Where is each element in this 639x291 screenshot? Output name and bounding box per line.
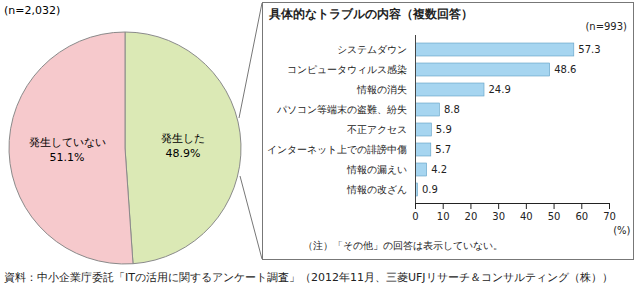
svg-text:パソコン等端末の盗難、紛失: パソコン等端末の盗難、紛失 (276, 104, 407, 115)
svg-text:情報の漏えい: 情報の漏えい (346, 164, 407, 175)
svg-text:60: 60 (575, 211, 588, 222)
svg-text:5.7: 5.7 (435, 144, 451, 155)
svg-text:50: 50 (548, 211, 561, 222)
svg-text:0: 0 (412, 211, 418, 222)
svg-text:不正アクセス: 不正アクセス (347, 124, 407, 135)
svg-text:発生した: 発生した (161, 132, 205, 145)
svg-text:40: 40 (520, 211, 533, 222)
svg-text:24.9: 24.9 (489, 84, 511, 95)
svg-text:30: 30 (492, 211, 505, 222)
html-text:資料：中小企業庁委託「ITの活用に関するアンケート調査」（2: 資料：中小企業庁委託「ITの活用に関するアンケート調査」（2012年11月、三菱… (4, 271, 613, 284)
svg-text:4.2: 4.2 (431, 164, 447, 175)
html-text:（注）「その他」の回答は表示していない。: （注）「その他」の回答は表示していない。 (303, 240, 503, 251)
svg-text:情報の改ざん: 情報の改ざん (346, 184, 407, 195)
svg-text:情報の消失: 情報の消失 (356, 84, 407, 95)
svg-text:5.9: 5.9 (436, 124, 452, 135)
svg-text:発生していない: 発生していない (29, 136, 106, 149)
html-text:(n=993): (n=993) (585, 21, 627, 32)
svg-text:48.6: 48.6 (554, 64, 576, 75)
svg-text:48.9%: 48.9% (165, 147, 200, 160)
svg-text:システムダウン: システムダウン (337, 44, 407, 55)
svg-text:0.9: 0.9 (422, 184, 438, 195)
html-text:具体的なトラブルの内容（複数回答）: 具体的なトラブルの内容（複数回答） (269, 7, 473, 21)
svg-text:51.1%: 51.1% (50, 151, 85, 164)
svg-text:(n=2,032): (n=2,032) (4, 4, 60, 17)
svg-text:10: 10 (437, 211, 450, 222)
svg-text:コンピュータウィルス感染: コンピュータウィルス感染 (287, 64, 407, 75)
svg-text:インターネット上での誹謗中傷: インターネット上での誹謗中傷 (267, 144, 407, 155)
svg-text:8.8: 8.8 (444, 104, 460, 115)
svg-text:70: 70 (603, 211, 616, 222)
svg-text:20: 20 (465, 211, 478, 222)
svg-text:(%): (%) (613, 225, 630, 236)
svg-text:57.3: 57.3 (578, 44, 600, 55)
